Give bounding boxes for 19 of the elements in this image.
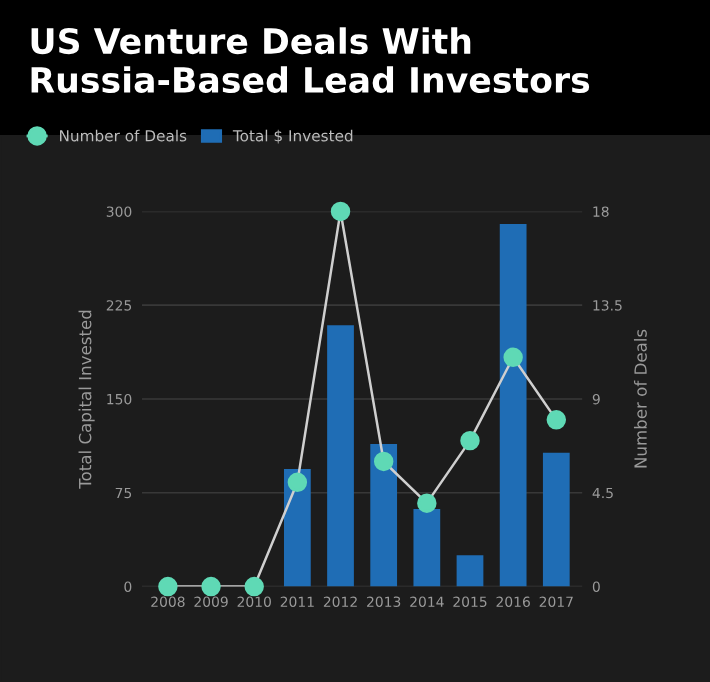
point xyxy=(330,201,351,222)
bar xyxy=(327,325,354,587)
bar xyxy=(499,223,527,587)
y2-axis-title: Number of Deals xyxy=(633,329,647,468)
point xyxy=(417,493,437,513)
point xyxy=(373,451,394,472)
bar xyxy=(542,452,570,587)
point xyxy=(201,576,221,597)
point xyxy=(158,576,178,597)
point xyxy=(503,347,523,368)
bar xyxy=(413,509,441,587)
point xyxy=(460,430,480,451)
point xyxy=(287,472,308,493)
chart-title: US Venture Deals With Russia-Based Lead Investors xyxy=(31,27,590,94)
point xyxy=(546,410,567,430)
point xyxy=(244,576,264,597)
y-axis-title: Total Capital Invested xyxy=(78,310,95,489)
bar xyxy=(370,443,398,587)
bar xyxy=(456,555,484,587)
